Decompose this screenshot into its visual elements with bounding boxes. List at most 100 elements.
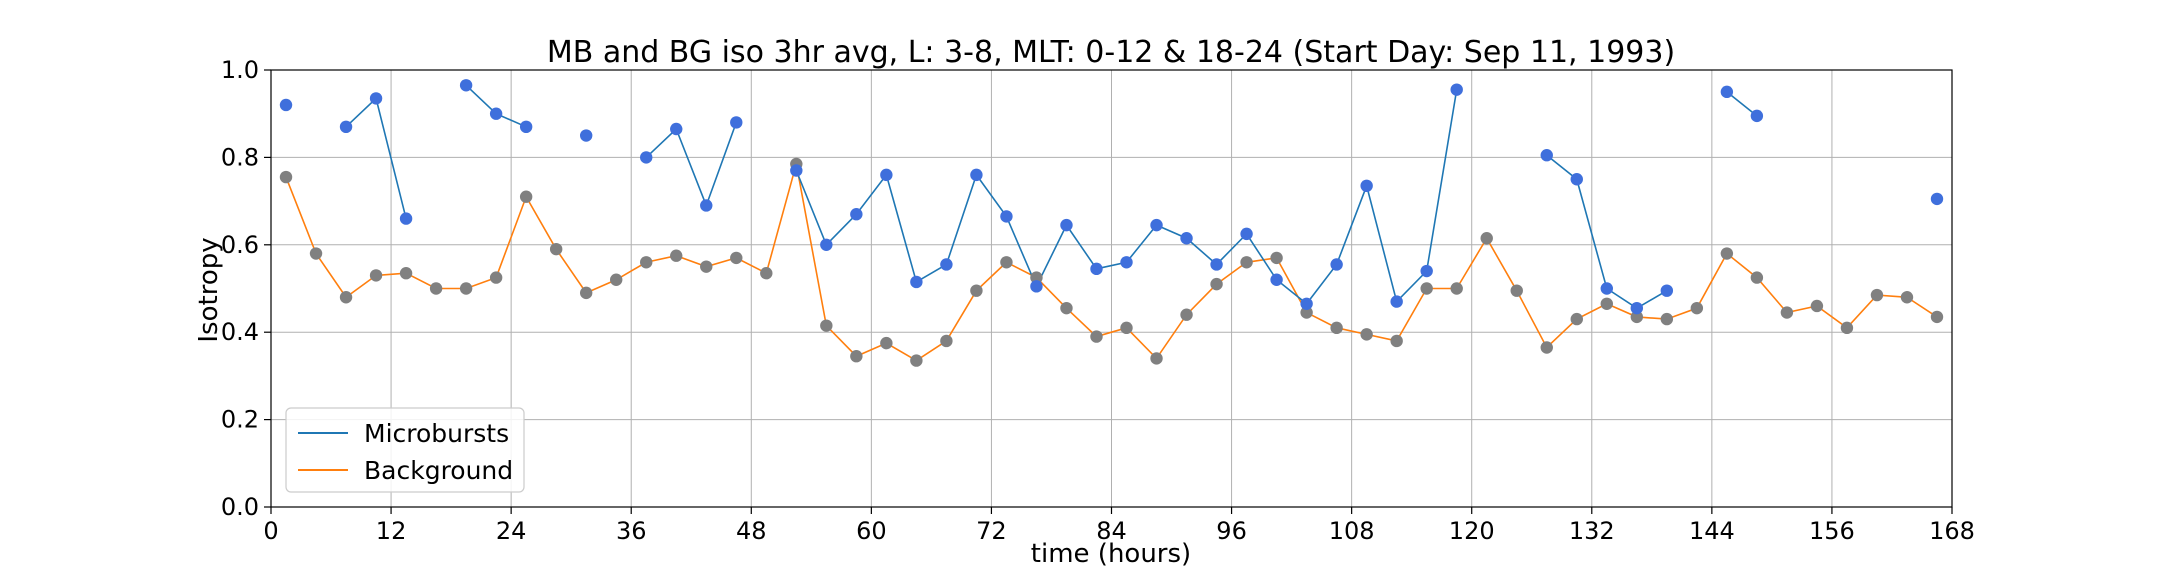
background-point bbox=[279, 170, 293, 184]
background-point bbox=[1030, 271, 1043, 284]
microbursts-point bbox=[820, 238, 833, 251]
microbursts-point bbox=[1090, 262, 1103, 276]
background-point bbox=[1330, 321, 1343, 335]
background-point bbox=[880, 336, 893, 350]
x-tick-label: 12 bbox=[376, 517, 407, 545]
background-point bbox=[1690, 301, 1704, 315]
x-tick-label: 0 bbox=[263, 517, 278, 545]
background-point bbox=[1210, 277, 1223, 291]
microbursts-point bbox=[1360, 179, 1373, 193]
microbursts-point bbox=[640, 151, 653, 164]
background-point bbox=[1480, 232, 1493, 245]
microbursts-point bbox=[519, 120, 533, 134]
legend-label-microbursts: Microbursts bbox=[364, 419, 509, 448]
microbursts-point bbox=[850, 208, 863, 221]
microbursts-point bbox=[1210, 258, 1223, 271]
y-tick-label: 1.0 bbox=[221, 56, 259, 84]
microbursts-point bbox=[1270, 273, 1283, 286]
background-point bbox=[579, 286, 593, 300]
background-point bbox=[850, 350, 863, 363]
x-tick-label: 120 bbox=[1449, 517, 1495, 545]
microbursts-point bbox=[1300, 297, 1313, 310]
legend-label-background: Background bbox=[364, 456, 513, 485]
background-point bbox=[610, 273, 623, 286]
microbursts-point bbox=[339, 120, 353, 134]
microbursts-point bbox=[1030, 280, 1043, 293]
x-tick-label: 72 bbox=[976, 517, 1007, 545]
microbursts-point bbox=[700, 199, 713, 212]
background-point bbox=[1660, 312, 1674, 326]
background-point bbox=[670, 249, 683, 262]
background-point bbox=[1750, 271, 1764, 284]
microbursts-point bbox=[369, 92, 383, 105]
background-point bbox=[700, 260, 713, 273]
microbursts-point bbox=[1660, 284, 1674, 297]
microbursts-point bbox=[1180, 232, 1193, 245]
background-point bbox=[730, 251, 743, 265]
background-point bbox=[970, 284, 983, 297]
background-point bbox=[1510, 284, 1523, 297]
background-point bbox=[399, 267, 413, 280]
background-point bbox=[309, 247, 323, 260]
microbursts-point bbox=[880, 168, 893, 182]
background-point bbox=[1780, 306, 1794, 319]
x-tick-label: 60 bbox=[856, 517, 887, 545]
background-point bbox=[1870, 288, 1884, 302]
background-point bbox=[1090, 330, 1103, 343]
plot-area bbox=[279, 79, 1944, 367]
microbursts-point bbox=[1060, 218, 1073, 232]
microbursts-point bbox=[1750, 109, 1764, 123]
background-point bbox=[1270, 251, 1283, 265]
background-point bbox=[1120, 321, 1133, 335]
microbursts-point bbox=[1240, 227, 1253, 241]
microbursts-point bbox=[1570, 173, 1583, 186]
microbursts-point bbox=[1540, 149, 1553, 162]
microbursts-point bbox=[489, 107, 503, 120]
microbursts-point bbox=[1000, 210, 1013, 223]
background-point bbox=[1720, 247, 1734, 260]
x-tick-label: 48 bbox=[736, 517, 767, 545]
microbursts-point bbox=[459, 79, 473, 92]
background-point bbox=[519, 190, 533, 203]
background-point bbox=[820, 319, 833, 332]
background-point bbox=[489, 271, 503, 284]
microbursts-point bbox=[1420, 264, 1433, 278]
background-point bbox=[429, 282, 443, 295]
background-point bbox=[1450, 282, 1463, 295]
background-point bbox=[1300, 306, 1313, 319]
microbursts-point bbox=[790, 164, 803, 177]
background-point bbox=[1540, 341, 1553, 354]
microbursts-point bbox=[1390, 295, 1403, 308]
microbursts-point bbox=[940, 258, 953, 271]
x-tick-label: 168 bbox=[1929, 517, 1975, 545]
background-point bbox=[1060, 301, 1073, 315]
x-tick-label: 144 bbox=[1689, 517, 1735, 545]
background-point bbox=[910, 354, 923, 367]
y-tick-label: 0.6 bbox=[221, 231, 259, 259]
background-point bbox=[549, 242, 563, 256]
microbursts-point bbox=[910, 275, 923, 289]
microbursts-point bbox=[1930, 192, 1944, 206]
microbursts-point bbox=[279, 98, 293, 112]
y-tick-label: 0.8 bbox=[221, 143, 259, 171]
background-point bbox=[339, 291, 353, 304]
background-point bbox=[640, 256, 653, 269]
background-point bbox=[1630, 310, 1644, 324]
microbursts-point bbox=[399, 212, 413, 225]
background-point bbox=[760, 267, 773, 280]
microbursts-point bbox=[579, 129, 593, 142]
background-point bbox=[369, 269, 383, 282]
background-point bbox=[1000, 256, 1013, 269]
background-point bbox=[459, 282, 473, 295]
legend: Microbursts Background bbox=[285, 407, 525, 493]
background-point bbox=[940, 334, 953, 348]
x-tick-label: 36 bbox=[616, 517, 647, 545]
microbursts-point bbox=[1720, 85, 1734, 99]
background-point bbox=[1150, 352, 1163, 365]
x-axis-label: time (hours) bbox=[1031, 539, 1191, 569]
axis-ticks: 0 12 24 36 48 60 72 84 96 108 120 132 144 156 168 0.0 0.… bbox=[221, 56, 1975, 545]
x-tick-label: 156 bbox=[1809, 517, 1855, 545]
background-point bbox=[1180, 308, 1193, 321]
microbursts-line-segment bbox=[1726, 91, 1758, 117]
background-point bbox=[1810, 299, 1824, 313]
